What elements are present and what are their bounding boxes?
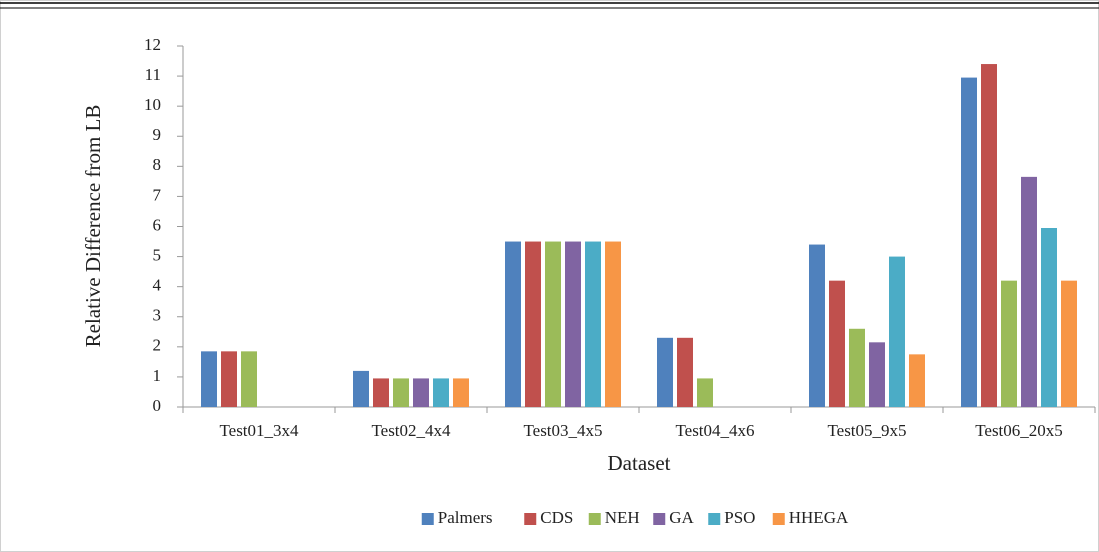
x-tick-label: Test06_20x5 — [975, 421, 1063, 440]
legend-label: CDS — [540, 508, 573, 527]
bar — [525, 241, 541, 407]
bar — [453, 378, 469, 407]
bar — [1001, 280, 1017, 407]
y-tick-label: 6 — [153, 215, 162, 234]
y-tick-label: 0 — [153, 396, 162, 415]
bar — [677, 337, 693, 407]
bar — [829, 280, 845, 407]
x-axis-title: Dataset — [608, 451, 671, 475]
legend-swatch — [524, 513, 537, 525]
y-tick-label: 1 — [153, 366, 162, 385]
legend-label: NEH — [605, 508, 640, 527]
legend-swatch — [708, 513, 721, 525]
x-tick-label: Test05_9x5 — [827, 421, 906, 440]
bar — [373, 378, 389, 407]
bar — [505, 241, 521, 407]
x-tick-label: Test01_3x4 — [219, 421, 299, 440]
y-tick-label: 11 — [145, 65, 161, 84]
x-tick-label: Test02_4x4 — [371, 421, 451, 440]
y-tick-label: 10 — [144, 95, 161, 114]
bar — [545, 241, 561, 407]
bar — [889, 256, 905, 407]
bar — [605, 241, 621, 407]
bar — [849, 328, 865, 407]
bar — [869, 342, 885, 407]
legend-swatch — [653, 513, 666, 525]
bar — [909, 354, 925, 407]
y-tick-label: 4 — [153, 276, 162, 295]
bar — [393, 378, 409, 407]
legend-label: PSO — [724, 508, 755, 527]
y-tick-label: 7 — [153, 185, 162, 204]
y-tick-label: 8 — [153, 155, 162, 174]
legend-label: Palmers — [438, 508, 493, 527]
legend-swatch — [772, 513, 785, 525]
legend-swatch — [421, 513, 434, 525]
bar — [697, 378, 713, 407]
y-axis-title: Relative Difference from LB — [81, 105, 105, 348]
bar — [1021, 176, 1037, 407]
bar — [201, 351, 217, 407]
bar — [221, 351, 237, 407]
x-tick-label: Test04_4x6 — [675, 421, 754, 440]
bar — [413, 378, 429, 407]
bar — [585, 241, 601, 407]
bar — [809, 244, 825, 407]
y-tick-label: 12 — [144, 35, 161, 54]
y-tick-label: 2 — [153, 336, 162, 355]
bar — [433, 378, 449, 407]
bar — [1041, 228, 1057, 407]
bar — [1061, 280, 1077, 407]
y-tick-label: 3 — [153, 306, 162, 325]
bar — [565, 241, 581, 407]
legend-label: HHEGA — [789, 508, 849, 527]
bar — [241, 351, 257, 407]
y-tick-label: 9 — [153, 125, 162, 144]
bar — [353, 370, 369, 407]
bar — [657, 337, 673, 407]
legend-label: GA — [669, 508, 694, 527]
bar — [981, 64, 997, 408]
x-tick-label: Test03_4x5 — [523, 421, 602, 440]
bar — [961, 77, 977, 408]
legend-swatch — [588, 513, 601, 525]
y-tick-label: 5 — [153, 245, 162, 264]
